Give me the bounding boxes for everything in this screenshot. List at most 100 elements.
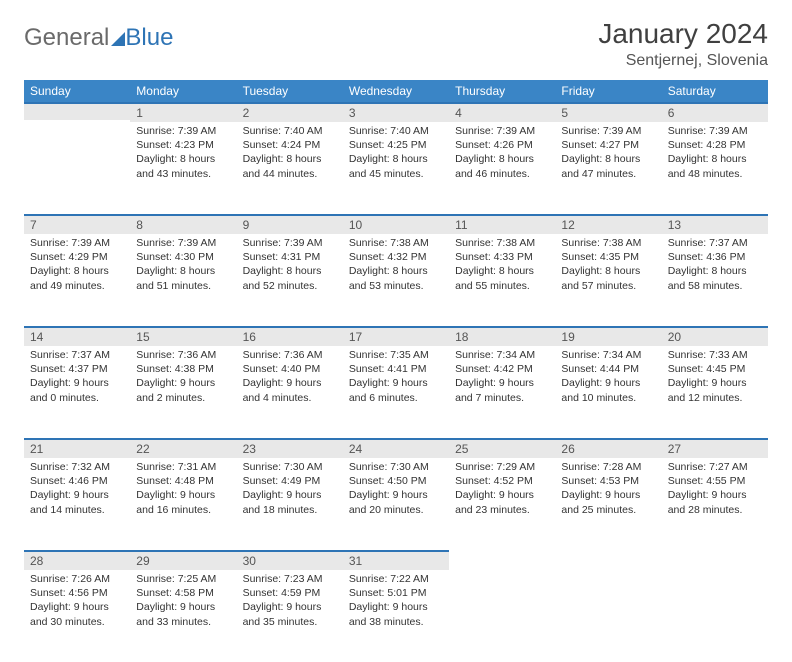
sunrise-text: Sunrise: 7:38 AM [349, 236, 443, 250]
sunset-text: Sunset: 4:49 PM [243, 474, 337, 488]
sunrise-text: Sunrise: 7:37 AM [30, 348, 124, 362]
daylight-text: Daylight: 8 hours and 57 minutes. [561, 264, 655, 292]
day-number-cell: 1 [130, 102, 236, 122]
daylight-text: Daylight: 9 hours and 30 minutes. [30, 600, 124, 628]
weekday-header: Thursday [449, 80, 555, 102]
week-daynum-row: 78910111213 [24, 214, 768, 234]
day-number-cell: 12 [555, 214, 661, 234]
day-number: 14 [24, 326, 130, 346]
daylight-text: Daylight: 8 hours and 44 minutes. [243, 152, 337, 180]
day-detail-cell: Sunrise: 7:34 AMSunset: 4:44 PMDaylight:… [555, 346, 661, 438]
day-number: 15 [130, 326, 236, 346]
day-detail-cell: Sunrise: 7:40 AMSunset: 4:24 PMDaylight:… [237, 122, 343, 214]
sunrise-text: Sunrise: 7:39 AM [136, 124, 230, 138]
day-detail-cell: Sunrise: 7:28 AMSunset: 4:53 PMDaylight:… [555, 458, 661, 550]
daylight-text: Daylight: 9 hours and 33 minutes. [136, 600, 230, 628]
sunrise-text: Sunrise: 7:39 AM [668, 124, 762, 138]
week-daynum-row: 28293031 [24, 550, 768, 570]
day-number: 8 [130, 214, 236, 234]
weekday-header: Sunday [24, 80, 130, 102]
day-number: 12 [555, 214, 661, 234]
daylight-text: Daylight: 9 hours and 20 minutes. [349, 488, 443, 516]
day-number-cell: 18 [449, 326, 555, 346]
sunrise-text: Sunrise: 7:39 AM [455, 124, 549, 138]
day-number-cell: 5 [555, 102, 661, 122]
sunrise-text: Sunrise: 7:27 AM [668, 460, 762, 474]
sunset-text: Sunset: 4:55 PM [668, 474, 762, 488]
sunrise-text: Sunrise: 7:26 AM [30, 572, 124, 586]
sunrise-text: Sunrise: 7:28 AM [561, 460, 655, 474]
sunrise-text: Sunrise: 7:39 AM [30, 236, 124, 250]
day-number-cell [24, 102, 130, 122]
day-detail-cell: Sunrise: 7:38 AMSunset: 4:32 PMDaylight:… [343, 234, 449, 326]
day-detail-cell: Sunrise: 7:34 AMSunset: 4:42 PMDaylight:… [449, 346, 555, 438]
day-detail-cell: Sunrise: 7:38 AMSunset: 4:35 PMDaylight:… [555, 234, 661, 326]
brand-logo: General Blue [24, 18, 173, 52]
sunrise-text: Sunrise: 7:31 AM [136, 460, 230, 474]
sunrise-text: Sunrise: 7:33 AM [668, 348, 762, 362]
weekday-header: Wednesday [343, 80, 449, 102]
week-detail-row: Sunrise: 7:39 AMSunset: 4:23 PMDaylight:… [24, 122, 768, 214]
day-number-cell: 27 [662, 438, 768, 458]
sunset-text: Sunset: 4:23 PM [136, 138, 230, 152]
day-detail-cell: Sunrise: 7:39 AMSunset: 4:31 PMDaylight:… [237, 234, 343, 326]
sunrise-text: Sunrise: 7:34 AM [455, 348, 549, 362]
day-number-cell: 11 [449, 214, 555, 234]
sunset-text: Sunset: 4:31 PM [243, 250, 337, 264]
sunset-text: Sunset: 5:01 PM [349, 586, 443, 600]
day-detail-cell: Sunrise: 7:39 AMSunset: 4:28 PMDaylight:… [662, 122, 768, 214]
day-number: 18 [449, 326, 555, 346]
week-detail-row: Sunrise: 7:37 AMSunset: 4:37 PMDaylight:… [24, 346, 768, 438]
week-daynum-row: 21222324252627 [24, 438, 768, 458]
daylight-text: Daylight: 9 hours and 38 minutes. [349, 600, 443, 628]
weekday-header: Saturday [662, 80, 768, 102]
weekday-header: Monday [130, 80, 236, 102]
day-detail-cell: Sunrise: 7:23 AMSunset: 4:59 PMDaylight:… [237, 570, 343, 662]
sunset-text: Sunset: 4:40 PM [243, 362, 337, 376]
day-number: 11 [449, 214, 555, 234]
daylight-text: Daylight: 8 hours and 45 minutes. [349, 152, 443, 180]
sunrise-text: Sunrise: 7:39 AM [243, 236, 337, 250]
day-detail-cell: Sunrise: 7:26 AMSunset: 4:56 PMDaylight:… [24, 570, 130, 662]
day-number-cell: 17 [343, 326, 449, 346]
daylight-text: Daylight: 8 hours and 43 minutes. [136, 152, 230, 180]
day-number: 6 [662, 102, 768, 122]
weekday-header-row: Sunday Monday Tuesday Wednesday Thursday… [24, 80, 768, 102]
sunrise-text: Sunrise: 7:39 AM [136, 236, 230, 250]
daylight-text: Daylight: 8 hours and 58 minutes. [668, 264, 762, 292]
sunrise-text: Sunrise: 7:29 AM [455, 460, 549, 474]
day-number: 22 [130, 438, 236, 458]
day-number: 30 [237, 550, 343, 570]
day-detail-cell: Sunrise: 7:36 AMSunset: 4:38 PMDaylight:… [130, 346, 236, 438]
sunrise-text: Sunrise: 7:32 AM [30, 460, 124, 474]
day-detail-cell: Sunrise: 7:29 AMSunset: 4:52 PMDaylight:… [449, 458, 555, 550]
day-detail-cell: Sunrise: 7:39 AMSunset: 4:26 PMDaylight:… [449, 122, 555, 214]
sunrise-text: Sunrise: 7:30 AM [349, 460, 443, 474]
week-daynum-row: 14151617181920 [24, 326, 768, 346]
sunset-text: Sunset: 4:46 PM [30, 474, 124, 488]
week-detail-row: Sunrise: 7:26 AMSunset: 4:56 PMDaylight:… [24, 570, 768, 662]
brand-word-blue: Blue [125, 24, 173, 52]
day-number-cell [449, 550, 555, 570]
day-detail-cell: Sunrise: 7:36 AMSunset: 4:40 PMDaylight:… [237, 346, 343, 438]
day-detail-cell: Sunrise: 7:39 AMSunset: 4:27 PMDaylight:… [555, 122, 661, 214]
day-detail-cell [449, 570, 555, 662]
sunrise-text: Sunrise: 7:36 AM [136, 348, 230, 362]
daylight-text: Daylight: 8 hours and 46 minutes. [455, 152, 549, 180]
day-number-cell: 6 [662, 102, 768, 122]
sunset-text: Sunset: 4:32 PM [349, 250, 443, 264]
day-number: 23 [237, 438, 343, 458]
day-detail-cell: Sunrise: 7:31 AMSunset: 4:48 PMDaylight:… [130, 458, 236, 550]
sunset-text: Sunset: 4:58 PM [136, 586, 230, 600]
day-number-cell: 10 [343, 214, 449, 234]
daylight-text: Daylight: 8 hours and 55 minutes. [455, 264, 549, 292]
day-number-cell: 3 [343, 102, 449, 122]
sunrise-text: Sunrise: 7:35 AM [349, 348, 443, 362]
day-detail-cell: Sunrise: 7:38 AMSunset: 4:33 PMDaylight:… [449, 234, 555, 326]
sunset-text: Sunset: 4:26 PM [455, 138, 549, 152]
day-number-cell: 31 [343, 550, 449, 570]
daylight-text: Daylight: 8 hours and 52 minutes. [243, 264, 337, 292]
day-number: 16 [237, 326, 343, 346]
day-detail-cell: Sunrise: 7:37 AMSunset: 4:37 PMDaylight:… [24, 346, 130, 438]
daylight-text: Daylight: 9 hours and 18 minutes. [243, 488, 337, 516]
